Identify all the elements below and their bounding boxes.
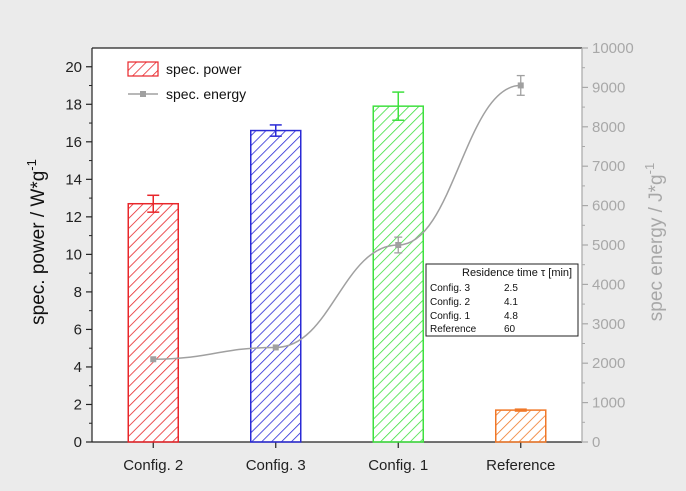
legend-label-power: spec. power [166, 61, 242, 77]
y-tick-label: 8 [74, 284, 82, 301]
y2-tick-label: 2000 [592, 355, 625, 372]
table-box [425, 263, 579, 337]
y2-tick-label: 0 [592, 434, 600, 451]
y-tick-label: 10 [65, 246, 82, 263]
table-row-label: Config. 3 [430, 283, 470, 294]
y2-tick-label: 9000 [592, 79, 625, 96]
residence-time-table: Residence time τ [min] Config. 3 2.5 Con… [425, 263, 579, 337]
y2-tick-label: 8000 [592, 119, 625, 136]
energy-point [272, 344, 279, 351]
table-row-label: Config. 1 [430, 311, 470, 322]
legend-swatch-energy-marker [140, 91, 146, 97]
y-tick-label: 4 [74, 359, 82, 376]
table-header: Residence time τ [min] [462, 267, 572, 279]
table-row-value: 4.8 [504, 311, 518, 322]
x-tick-label: Config. 2 [123, 457, 183, 474]
legend-swatch-power [127, 61, 159, 77]
energy-series-line [153, 84, 521, 361]
table-row-value: 2.5 [504, 283, 518, 294]
y2-tick-label: 3000 [592, 316, 625, 333]
y2-axis-title: spec energy / J*g-1 [642, 163, 667, 321]
y-tick-label: 0 [74, 434, 82, 451]
y2-tick-label: 7000 [592, 158, 625, 175]
table-row-label: Config. 2 [430, 297, 470, 308]
bar [250, 129, 302, 443]
bar [127, 202, 179, 443]
bar [372, 105, 424, 443]
y-tick-label: 2 [74, 396, 82, 413]
table-row-value: 4.1 [504, 297, 518, 308]
energy-point [517, 82, 524, 89]
y2-tick-label: 10000 [592, 40, 634, 57]
y2-tick-label: 1000 [592, 395, 625, 412]
table-row-label: Reference [430, 324, 477, 335]
y-tick-label: 6 [74, 321, 82, 338]
legend-label-energy: spec. energy [166, 86, 246, 102]
y-tick-label: 14 [65, 171, 82, 188]
x-tick-label: Config. 3 [246, 457, 306, 474]
y2-tick-label: 6000 [592, 198, 625, 215]
y-axis-title: spec. power / W*g-1 [24, 159, 49, 325]
y-tick-label: 16 [65, 134, 82, 151]
bar [495, 409, 547, 443]
x-tick-label: Reference [486, 457, 555, 474]
table-row-value: 60 [504, 324, 516, 335]
y-tick-label: 18 [65, 96, 82, 113]
y-tick-label: 20 [65, 59, 82, 76]
legend: spec. power spec. energy [127, 61, 246, 102]
y2-tick-label: 5000 [592, 237, 625, 254]
x-tick-label: Config. 1 [368, 457, 428, 474]
y2-tick-label: 4000 [592, 276, 625, 293]
energy-point [150, 356, 157, 363]
energy-point [395, 242, 402, 248]
y-tick-label: 12 [65, 209, 82, 226]
